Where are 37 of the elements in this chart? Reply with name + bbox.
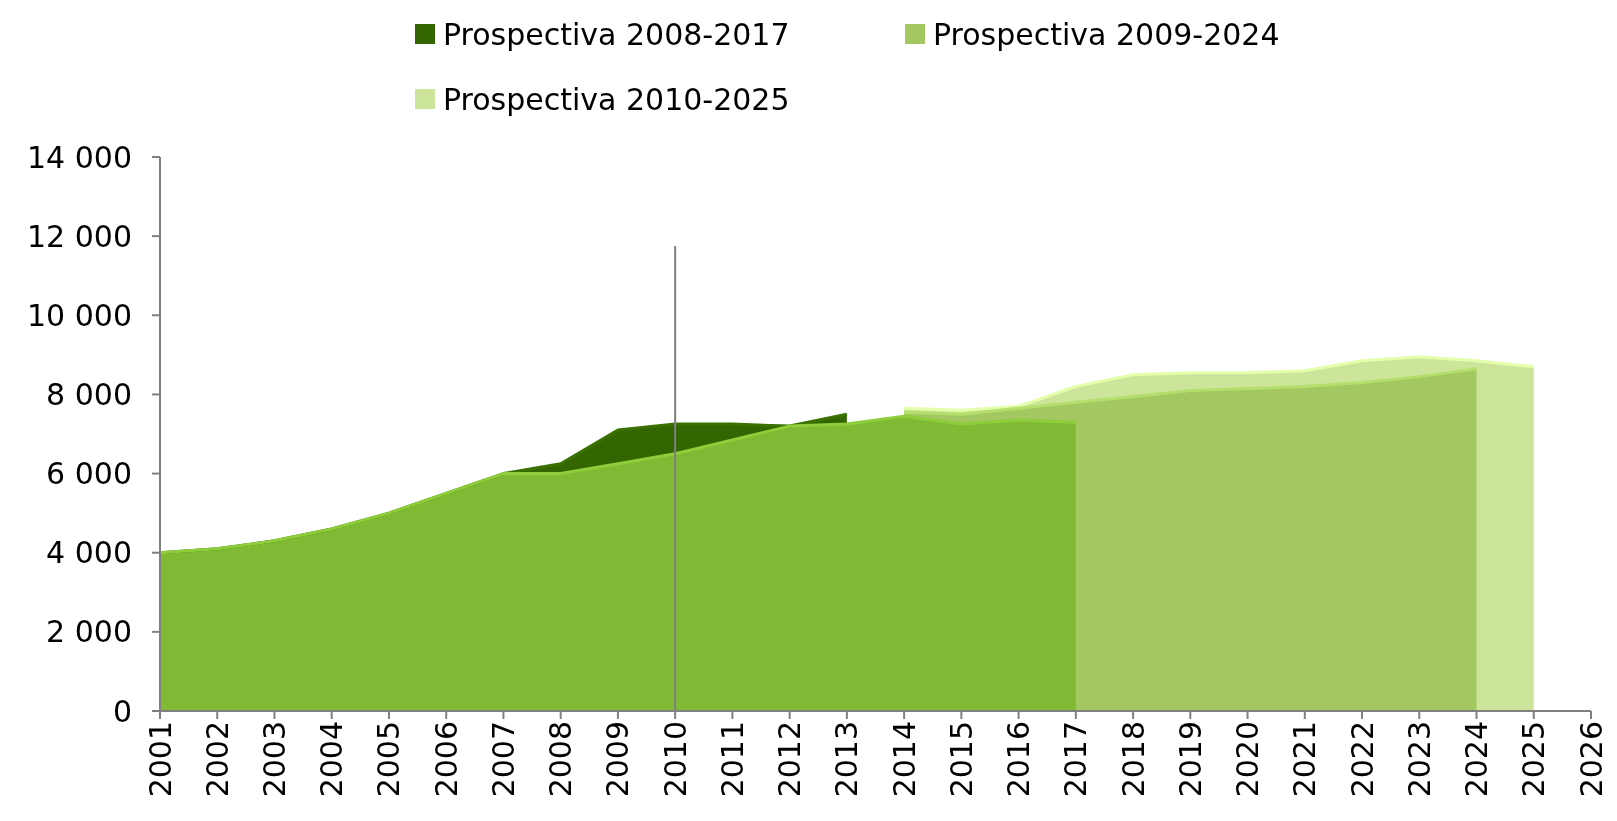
x-tick-label: 2010 <box>657 721 693 798</box>
y-tick-label: 8 000 <box>46 376 132 412</box>
x-tick-label: 2019 <box>1172 721 1208 798</box>
x-tick-label: 2018 <box>1115 721 1151 798</box>
x-tick-label: 2002 <box>199 721 235 798</box>
y-tick-label: 14 000 <box>27 139 132 175</box>
y-tick-label: 10 000 <box>27 297 132 333</box>
x-tick-label: 2004 <box>314 721 350 798</box>
legend-label: Prospectiva 2009-2024 <box>933 16 1280 52</box>
x-tick-label: 2012 <box>772 721 808 798</box>
x-tick-label: 2007 <box>485 721 521 798</box>
x-tick-label: 2005 <box>371 721 407 798</box>
x-tick-label: 2016 <box>1001 721 1037 798</box>
x-tick-label: 2009 <box>600 721 636 798</box>
x-tick-label: 2020 <box>1230 721 1266 798</box>
y-tick-label: 4 000 <box>46 535 132 571</box>
x-tick-label: 2006 <box>428 721 464 798</box>
x-tick-label: 2026 <box>1573 721 1609 798</box>
x-tick-label: 2014 <box>886 721 922 798</box>
legend-label: Prospectiva 2008-2017 <box>443 16 790 52</box>
x-tick-label: 2008 <box>543 721 579 798</box>
y-tick-label: 2 000 <box>46 614 132 650</box>
x-tick-label: 2011 <box>714 721 750 798</box>
y-tick-label: 6 000 <box>46 456 132 492</box>
x-tick-label: 2015 <box>943 721 979 798</box>
y-tick-label: 12 000 <box>27 218 132 254</box>
x-tick-label: 2001 <box>142 721 178 798</box>
x-tick-label: 2022 <box>1344 721 1380 798</box>
x-tick-label: 2021 <box>1287 721 1323 798</box>
x-tick-label: 2003 <box>256 721 292 798</box>
x-tick-label: 2024 <box>1459 721 1495 798</box>
x-tick-label: 2013 <box>829 721 865 798</box>
x-tick-label: 2025 <box>1516 721 1552 798</box>
x-tick-label: 2023 <box>1401 721 1437 798</box>
y-tick-label: 0 <box>112 693 132 729</box>
legend-label: Prospectiva 2010-2025 <box>443 81 790 117</box>
x-tick-label: 2017 <box>1058 721 1094 798</box>
